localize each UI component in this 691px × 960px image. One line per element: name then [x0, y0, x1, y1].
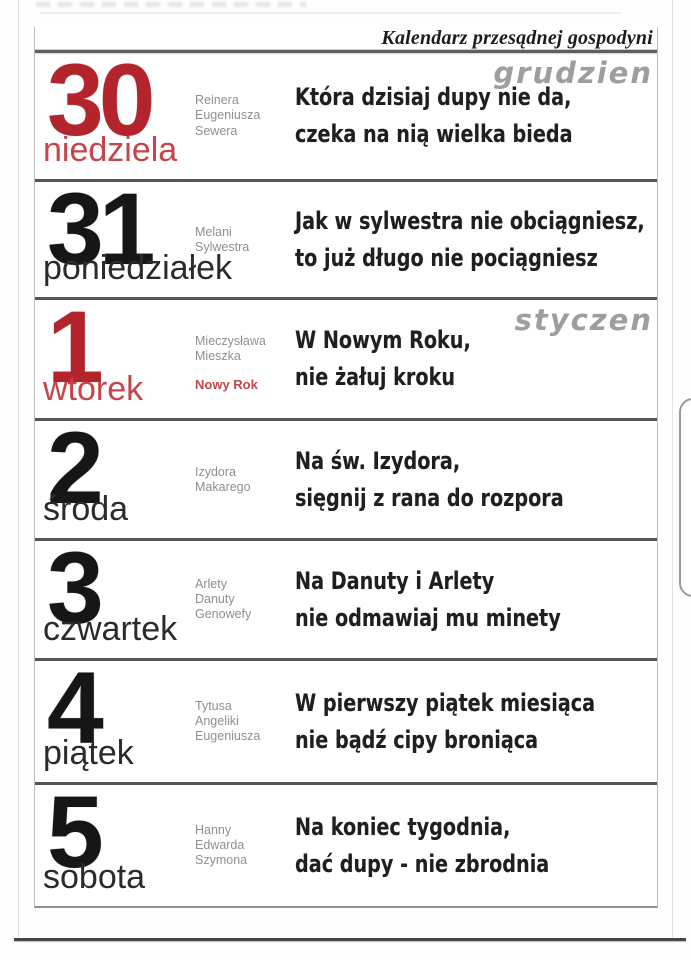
day-number: 4 [47, 651, 104, 765]
verse-line: Na Danuty i Arlety [295, 566, 495, 595]
day-name: poniedziałek [43, 249, 233, 287]
name-day: Eugeniusza [195, 729, 261, 744]
day-name: niedziela [43, 131, 178, 169]
verse-line: Jak w sylwestra nie obciągniesz, [295, 206, 645, 235]
month-label-december: grudzien [493, 56, 653, 90]
name-day: Szymona [195, 853, 248, 868]
name-day: Melani [195, 224, 232, 239]
scan-artifact-top [36, 2, 306, 7]
day-name: środa [43, 490, 129, 528]
verse-line: czeka na nią wielka bieda [295, 120, 573, 148]
verse-line: nie bądź cipy broniąca [295, 725, 539, 754]
calendar-rows: grudzien 30 niedziela Reinera Eugeniusza… [35, 49, 657, 906]
name-day: Hanny [195, 822, 232, 837]
name-days: Izydora Makarego [195, 464, 251, 495]
day-number: 5 [47, 775, 104, 889]
verse-line: Na św. Izydora, [295, 446, 461, 475]
page-bottom-border [14, 938, 686, 941]
page-edge-line-left [18, 0, 19, 938]
verse-line: Na koniec tygodnia, [295, 812, 511, 841]
name-day: Makarego [195, 479, 251, 494]
calendar-row-jan-2: 2 środa Izydora Makarego Na św. Izydora,… [35, 417, 657, 541]
calendar-row-dec-30: grudzien 30 niedziela Reinera Eugeniusza… [35, 49, 657, 182]
holiday-label: Nowy Rok [195, 377, 258, 392]
verse-line: Która dzisiaj dupy nie da, [295, 82, 572, 111]
day-name: wtorek [43, 370, 144, 408]
verse-line: W pierwszy piątek miesiąca [295, 688, 596, 717]
day-name: piątek [43, 734, 134, 772]
day-name: czwartek [43, 610, 178, 648]
day-number: 1 [47, 290, 104, 404]
header-rule [35, 50, 657, 53]
name-days: Arlety Danuty Genowefy [195, 577, 251, 623]
name-days: Hanny Edwarda Szymona [195, 823, 247, 869]
name-day: Genowefy [195, 607, 252, 622]
name-days: Reinera Eugeniusza Sewera [195, 93, 260, 139]
day-number: 30 [47, 43, 155, 157]
verse-line: dać dupy - nie zbrodnia [295, 849, 550, 878]
name-days: Mieczysława Mieszka [195, 334, 266, 365]
verse-line: nie żałuj kroku [295, 363, 456, 391]
name-day: Reinera [195, 93, 239, 108]
verse: W Nowym Roku, nie żałuj kroku [295, 322, 471, 396]
verse-line: to już długo nie pociągniesz [295, 243, 598, 272]
day-number: 3 [47, 531, 104, 645]
calendar-row-jan-5: 5 sobota Hanny Edwarda Szymona Na koniec… [35, 781, 657, 906]
calendar-title-bar: Kalendarz przesądnej gospodyni [35, 27, 657, 50]
calendar-title: Kalendarz przesądnej gospodyni [381, 27, 653, 49]
verse-line: sięgnij z rana do rozpora [295, 483, 564, 512]
name-days: Melani Sylwestra [195, 224, 249, 255]
name-day: Angeliki [195, 713, 239, 728]
verse-line: W Nowym Roku, [295, 325, 471, 354]
calendar-sheet: Kalendarz przesądnej gospodyni grudzien … [34, 27, 658, 908]
day-number: 2 [47, 411, 104, 525]
name-day: Eugeniusza [195, 108, 261, 123]
calendar-row-dec-31: 31 poniedziałek Melani Sylwestra Jak w s… [35, 178, 657, 300]
name-day: Mieczysława [195, 334, 266, 348]
verse: Na św. Izydora, sięgnij z rana do rozpor… [295, 442, 564, 516]
name-day: Tytusa [195, 698, 232, 713]
day-name: sobota [43, 858, 146, 896]
scan-artifact-streak [40, 12, 621, 14]
calendar-row-jan-4: 4 piątek Tytusa Angeliki Eugeniusza W pi… [35, 657, 657, 785]
verse: Która dzisiaj dupy nie da, czeka na nią … [295, 79, 573, 153]
day-number: 31 [47, 172, 155, 286]
calendar-row-jan-1: styczen 1 wtorek Mieczysława Mieszka Now… [35, 296, 657, 421]
name-day: Arlety [195, 576, 227, 591]
name-day: Izydora [195, 464, 236, 479]
name-day: Sylwestra [195, 239, 250, 254]
name-day: Sewera [195, 123, 238, 138]
name-day: Edwarda [195, 837, 245, 852]
page-edge-line-right [672, 0, 673, 938]
month-label-january: styczen [514, 303, 653, 337]
verse: Jak w sylwestra nie obciągniesz, to już … [295, 202, 645, 276]
name-day: Danuty [195, 591, 235, 606]
calendar-row-jan-3: 3 czwartek Arlety Danuty Genowefy Na Dan… [35, 537, 657, 661]
verse: Na Danuty i Arlety nie odmawiaj mu minet… [295, 562, 561, 636]
verse: W pierwszy piątek miesiąca nie bądź cipy… [295, 684, 595, 758]
name-day: Mieszka [195, 349, 241, 364]
name-days: Tytusa Angeliki Eugeniusza [195, 699, 260, 745]
verse: Na koniec tygodnia, dać dupy - nie zbrod… [295, 808, 549, 882]
verse-line: nie odmawiaj mu minety [295, 603, 561, 632]
scrollbar-thumb[interactable] [679, 398, 691, 597]
